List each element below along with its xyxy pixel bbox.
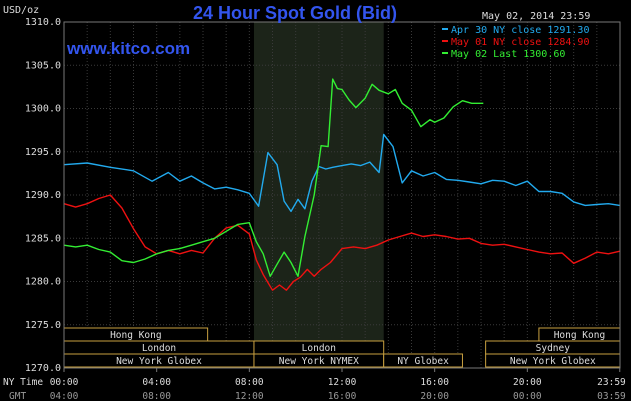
x-tick-label-ny: 00:00 <box>50 377 79 388</box>
x-axis-label-gmt: GMT <box>9 391 26 401</box>
y-tick-label: 1305.0 <box>25 60 61 71</box>
series-line <box>63 133 620 213</box>
x-tick-label-ny: 04:00 <box>142 377 171 388</box>
y-tick-label: 1295.0 <box>25 147 61 158</box>
session-label: New York Globex <box>116 356 202 367</box>
x-tick-label-gmt: 03:59 <box>597 391 626 401</box>
legend-entry: May 01 NY close 1284.90 <box>451 37 589 48</box>
session-bar <box>383 353 463 368</box>
session-label: New York Globex <box>510 356 596 367</box>
x-tick-label-ny: 08:00 <box>235 377 264 388</box>
x-tick-label-ny: 20:00 <box>513 377 542 388</box>
legend-entry: Apr 30 NY close 1291.30 <box>451 25 589 36</box>
y-tick-label: 1270.0 <box>25 363 61 374</box>
date-label: May 02, 2014 23:59 <box>482 11 590 22</box>
y-tick-label: 1290.0 <box>25 190 61 201</box>
legend-entry: May 02 Last 1300.60 <box>451 49 565 60</box>
x-tick-label-gmt: 04:00 <box>50 391 79 401</box>
y-tick-label: 1300.0 <box>25 104 61 115</box>
x-tick-label-gmt: 16:00 <box>328 391 357 401</box>
legend-swatch <box>442 28 448 30</box>
session-label: London <box>302 343 336 354</box>
y-tick-label: 1285.0 <box>25 233 61 244</box>
x-tick-label-gmt: 08:00 <box>142 391 171 401</box>
x-tick-label-ny: 23:59 <box>597 377 626 388</box>
series-line <box>63 78 484 277</box>
x-tick-label-ny: 12:00 <box>328 377 357 388</box>
y-axis-label: USD/oz <box>3 5 39 16</box>
x-axis-label-ny: NY Time <box>3 377 43 388</box>
y-tick-label: 1275.0 <box>25 320 61 331</box>
site-label: www.kitco.com <box>66 39 190 58</box>
session-label: London <box>142 343 176 354</box>
x-tick-label-gmt: 20:00 <box>420 391 449 401</box>
chart-title: 24 Hour Spot Gold (Bid) <box>193 3 397 23</box>
session-label: Hong Kong <box>554 330 605 341</box>
session-label: Hong Kong <box>110 330 161 341</box>
session-label: New York NYMEX <box>279 356 359 367</box>
x-tick-label-gmt: 00:00 <box>513 391 542 401</box>
x-tick-label-ny: 16:00 <box>420 377 449 388</box>
legend-swatch <box>442 52 448 54</box>
session-label: NY Globex <box>397 356 449 367</box>
y-tick-label: 1280.0 <box>25 277 61 288</box>
session-label: Sydney <box>536 343 571 354</box>
x-tick-label-gmt: 12:00 <box>235 391 264 401</box>
y-tick-label: 1310.0 <box>25 17 61 28</box>
legend-swatch <box>442 40 448 42</box>
